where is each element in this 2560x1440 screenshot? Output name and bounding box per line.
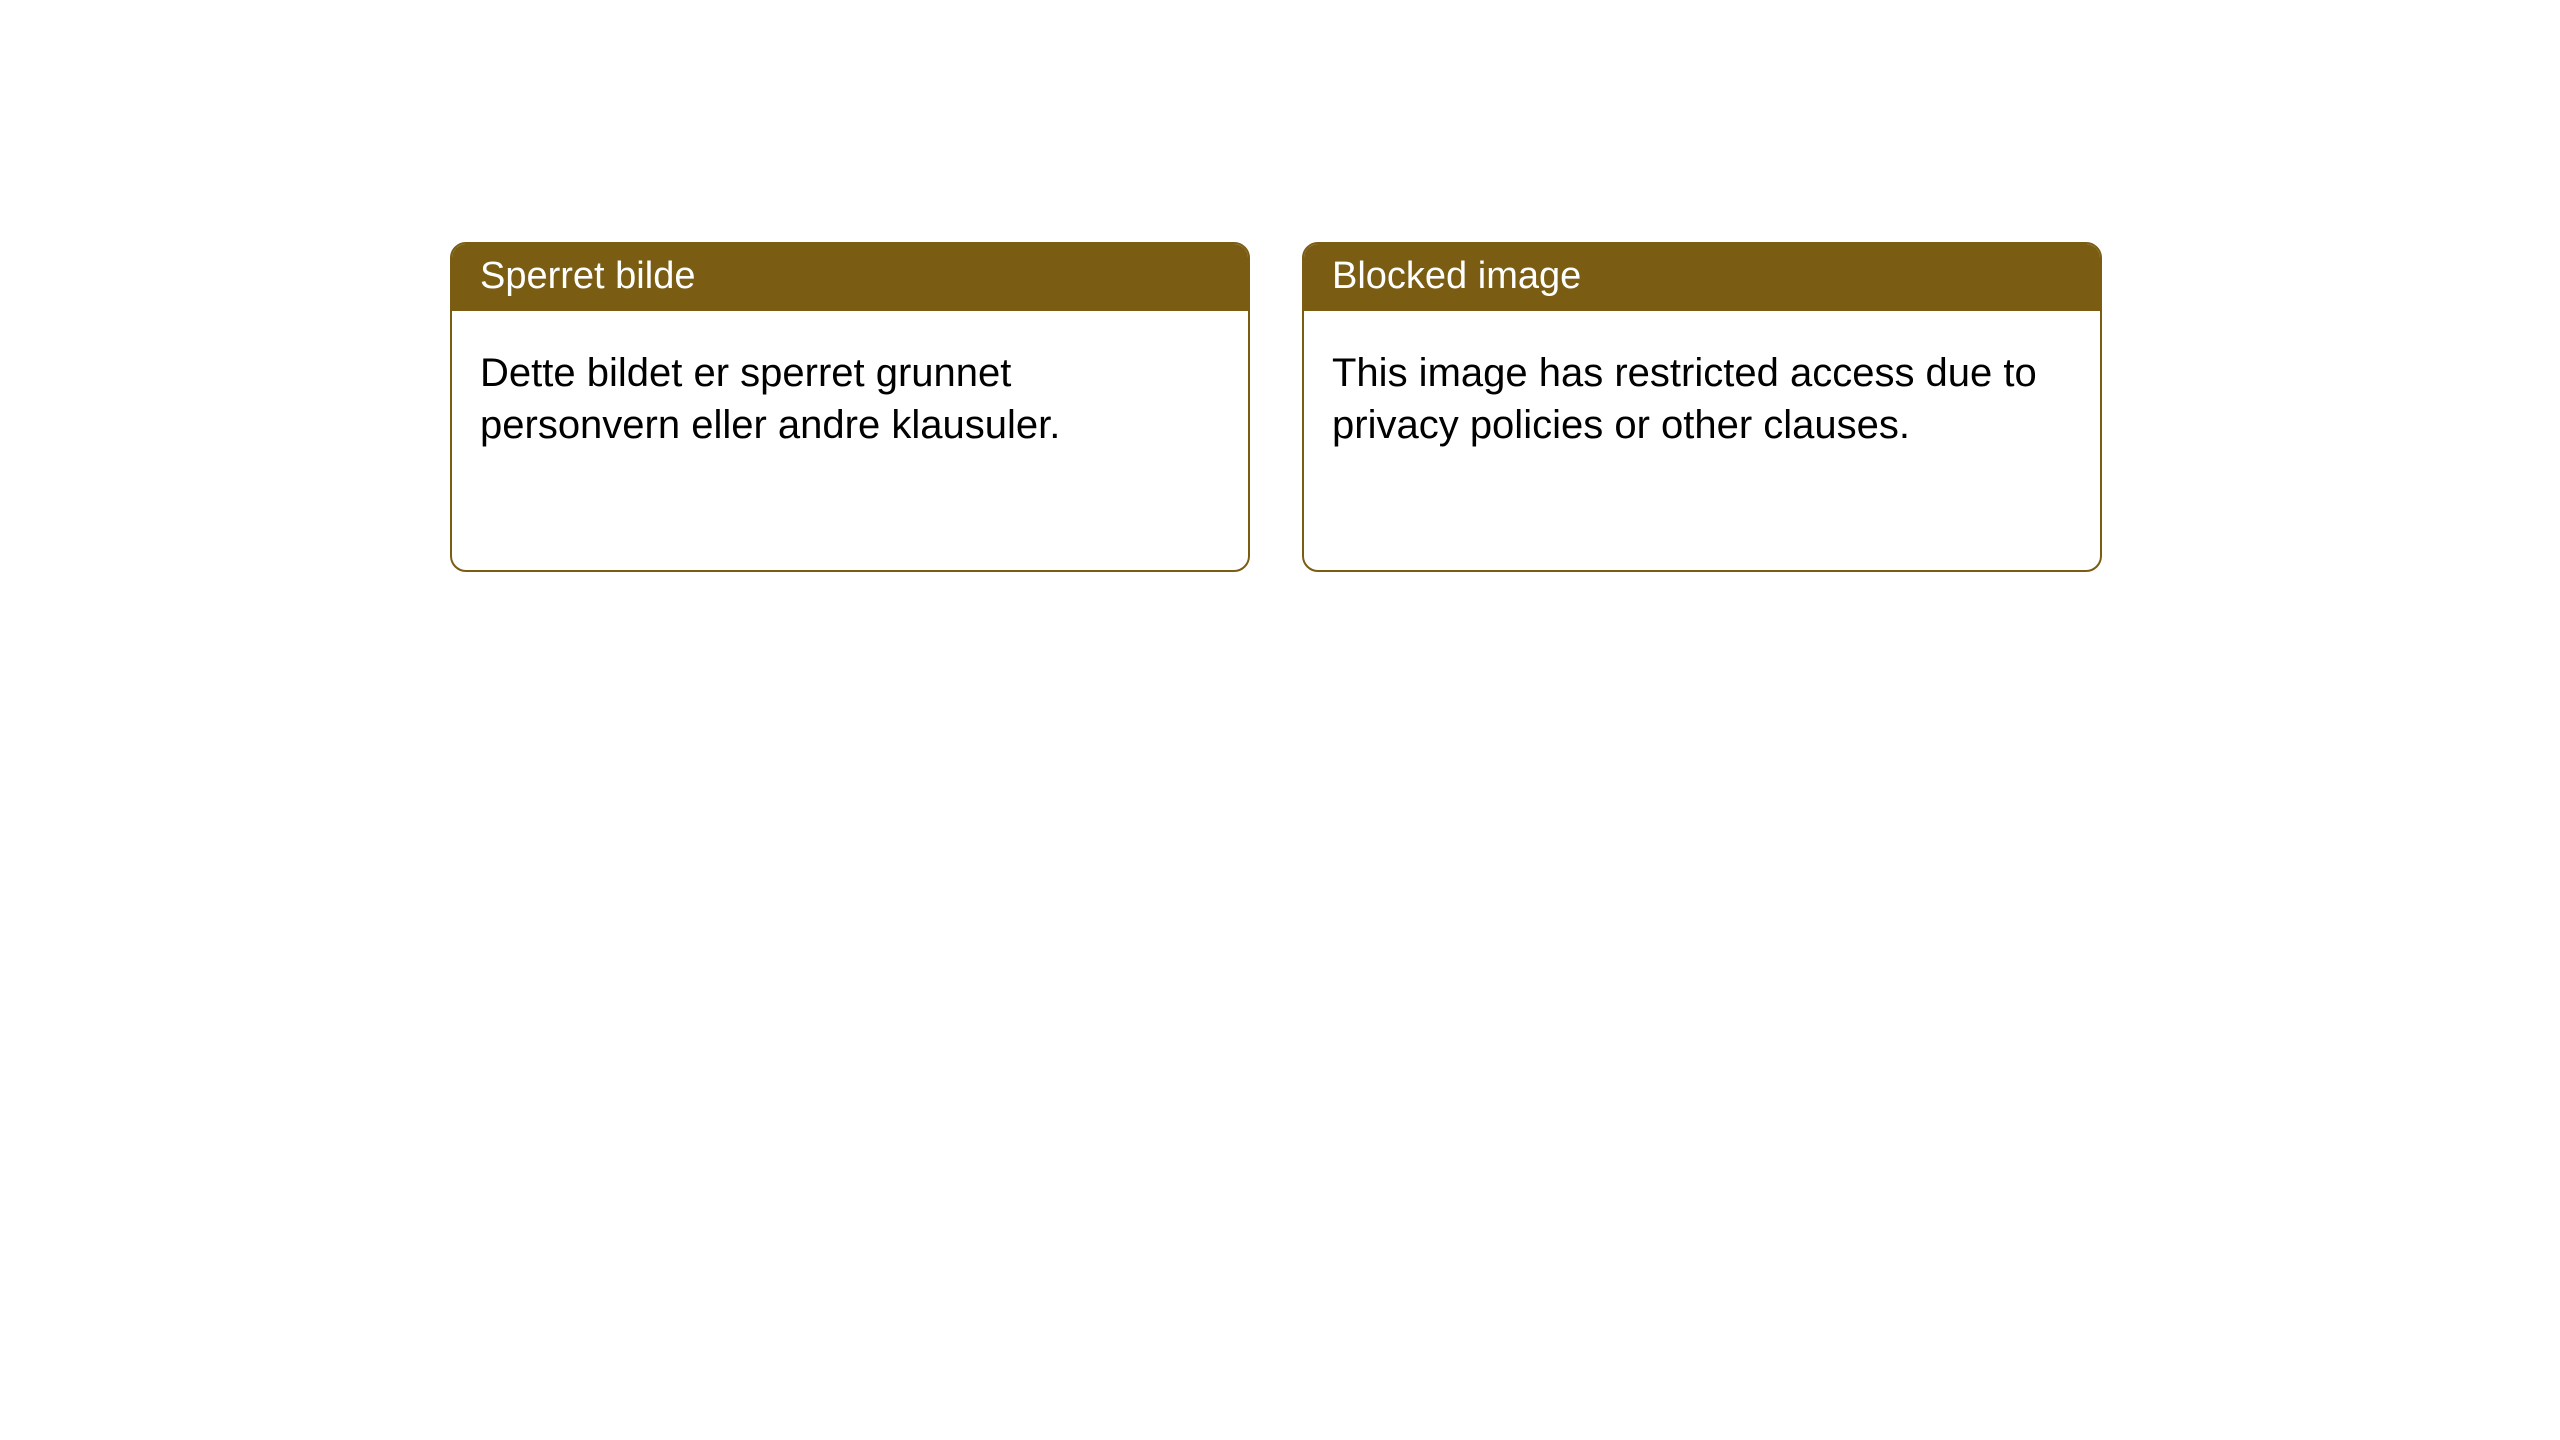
notice-container: Sperret bilde Dette bildet er sperret gr… bbox=[450, 242, 2102, 572]
notice-header: Blocked image bbox=[1304, 244, 2100, 311]
notice-body: This image has restricted access due to … bbox=[1304, 311, 2100, 487]
notice-card-english: Blocked image This image has restricted … bbox=[1302, 242, 2102, 572]
notice-card-norwegian: Sperret bilde Dette bildet er sperret gr… bbox=[450, 242, 1250, 572]
notice-header: Sperret bilde bbox=[452, 244, 1248, 311]
notice-body: Dette bildet er sperret grunnet personve… bbox=[452, 311, 1248, 487]
